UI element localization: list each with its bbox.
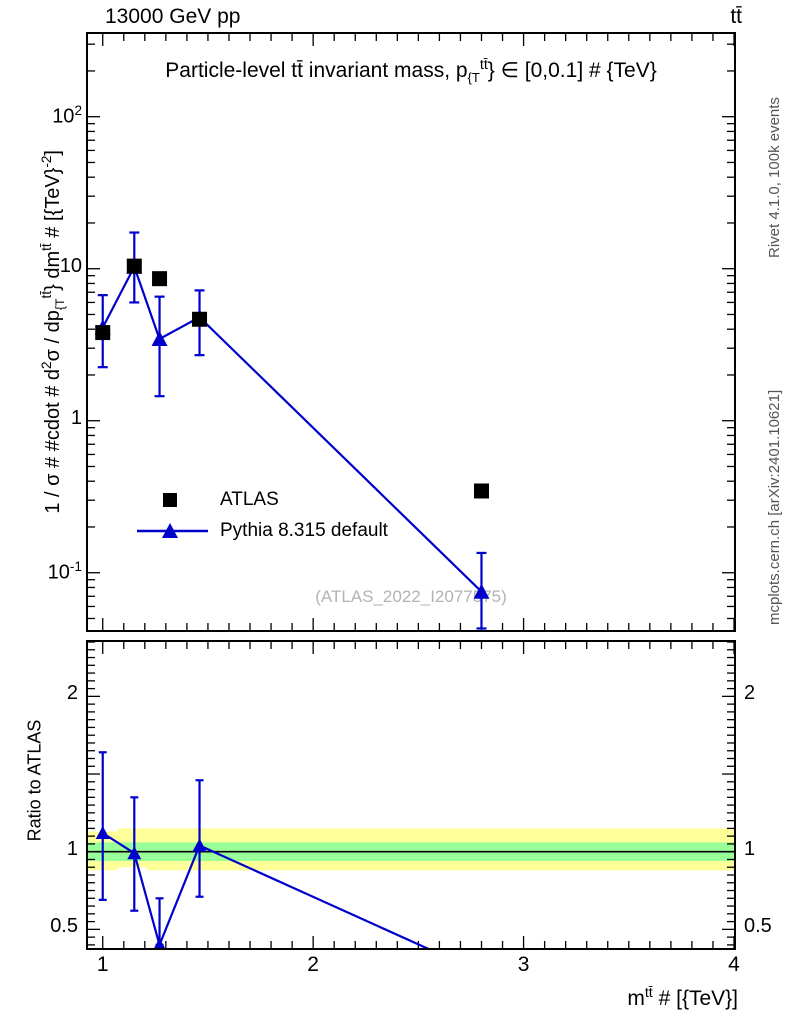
ratio-pythia-marker[interactable] — [95, 826, 110, 840]
legend-label-pythia: Pythia 8.315 default — [220, 520, 388, 541]
ratio-pythia-marker[interactable] — [192, 838, 207, 852]
ratio-pythia-marker[interactable] — [153, 937, 167, 951]
legend-marker-triangle-line — [137, 523, 208, 538]
main-axis-ticks — [88, 34, 735, 630]
pythia-marker[interactable] — [151, 330, 168, 346]
x-axis-label: mtt̄ # [{TeV}] — [627, 985, 738, 1011]
xlabel-m: m — [627, 987, 645, 1010]
process-label: tt̄ — [730, 5, 742, 28]
ratio-uncertainty-bands — [88, 828, 735, 871]
legend-marker-square — [163, 493, 177, 507]
ratio-pythia-marker[interactable] — [127, 846, 142, 860]
analysis-id-watermark: (ATLAS_2022_I2077575) — [315, 587, 507, 606]
xlabel-rest: # [{TeV}] — [652, 987, 738, 1010]
ratio-plot-panel — [86, 640, 736, 950]
y-tick-label: 10-1 — [47, 558, 82, 584]
y-tick-label: 10 — [59, 254, 82, 277]
atlas-marker[interactable] — [192, 311, 208, 327]
atlas-marker[interactable] — [126, 258, 142, 274]
beam-energy-label: 13000 GeV pp — [105, 5, 241, 28]
main-plot-panel — [86, 32, 736, 632]
main-data-layer — [94, 231, 490, 630]
ratio-y-tick-label-right: 0.5 — [744, 915, 772, 938]
ratio-data-layer — [95, 751, 430, 951]
plot-title-sub: {T — [467, 70, 480, 86]
x-tick-label: 4 — [728, 953, 740, 976]
y-tick-label: 102 — [52, 102, 82, 128]
plot-title: Particle-level tt̄ invariant mass, p{Ttt… — [86, 57, 736, 85]
ratio-y-tick-label-left: 1 — [66, 837, 78, 860]
y-tick-label: 1 — [70, 406, 82, 429]
ratio-y-tick-label-left: 0.5 — [50, 915, 78, 938]
xlabel-sup: tt̄ — [644, 985, 653, 1001]
x-tick-label: 1 — [96, 953, 109, 976]
pythia-marker[interactable] — [473, 583, 490, 599]
ratio-y-tick-label-left: 2 — [66, 682, 78, 705]
atlas-marker[interactable] — [95, 325, 111, 341]
x-tick-label: 2 — [307, 953, 319, 976]
legend-label-atlas: ATLAS — [220, 489, 279, 510]
atlas-marker[interactable] — [473, 483, 489, 499]
ratio-y-tick-label-right: 1 — [744, 837, 756, 860]
plot-title-sup: tt̄ — [479, 57, 488, 73]
atlas-marker[interactable] — [152, 271, 168, 287]
plot-title-rest: } ∈ [0,0.1] # {TeV} — [487, 59, 657, 82]
ratio-y-tick-label-right: 2 — [744, 682, 756, 705]
ratio-axis-ticks — [88, 641, 735, 948]
x-tick-label: 3 — [517, 953, 530, 976]
plot-title-main: Particle-level tt̄ invariant mass, p — [165, 59, 468, 82]
